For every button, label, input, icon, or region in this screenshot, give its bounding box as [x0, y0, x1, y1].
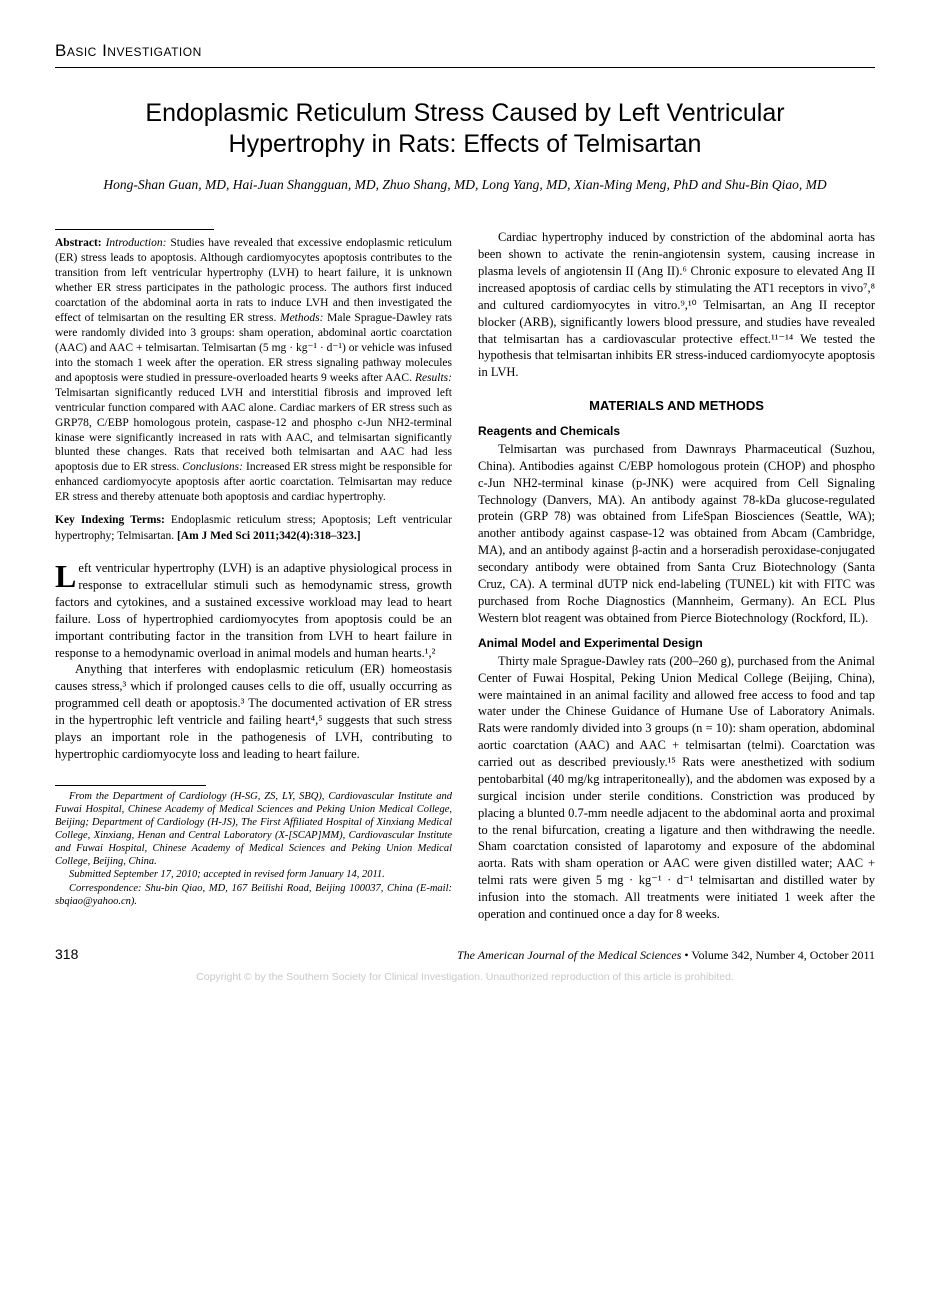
dropcap: L: [55, 560, 78, 589]
conclusions-label: Conclusions:: [182, 461, 243, 473]
submitted-footnote: Submitted September 17, 2010; accepted i…: [55, 868, 452, 881]
animal-model-paragraph: Thirty male Sprague-Dawley rats (200–260…: [478, 653, 875, 923]
intro-p1-text: eft ventricular hypertrophy (LVH) is an …: [55, 561, 452, 659]
page-footer: 318 The American Journal of the Medical …: [55, 945, 875, 964]
right-intro-paragraph: Cardiac hypertrophy induced by constrict…: [478, 229, 875, 381]
methods-label: Methods:: [280, 312, 323, 324]
journal-name: The American Journal of the Medical Scie…: [457, 948, 681, 962]
abstract-intro-text: Studies have revealed that excessive end…: [55, 237, 452, 324]
results-label: Results:: [415, 372, 452, 384]
authors: Hong-Shan Guan, MD, Hai-Juan Shangguan, …: [55, 176, 875, 195]
journal-footer-line: The American Journal of the Medical Scie…: [457, 947, 875, 963]
affiliation-footnote: From the Department of Cardiology (H-SG,…: [55, 790, 452, 869]
left-column: Abstract: Introduction: Studies have rev…: [55, 229, 452, 922]
key-indexing-terms: Key Indexing Terms: Endoplasmic reticulu…: [55, 513, 452, 544]
intro-paragraph-2: Anything that interferes with endoplasmi…: [55, 661, 452, 762]
materials-methods-heading: MATERIALS AND METHODS: [478, 397, 875, 415]
animal-model-heading: Animal Model and Experimental Design: [478, 635, 875, 651]
article-title: Endoplasmic Reticulum Stress Caused by L…: [80, 98, 850, 161]
abstract-rule: [55, 229, 214, 230]
right-column: Cardiac hypertrophy induced by constrict…: [478, 229, 875, 922]
two-column-layout: Abstract: Introduction: Studies have rev…: [55, 229, 875, 922]
intro-paragraph-1: Left ventricular hypertrophy (LVH) is an…: [55, 560, 452, 661]
page-number: 318: [55, 945, 78, 964]
footnote-rule: [55, 785, 206, 786]
key-terms-citation: [Am J Med Sci 2011;342(4):318–323.]: [177, 530, 361, 542]
journal-volume: • Volume 342, Number 4, October 2011: [681, 948, 875, 962]
reagents-paragraph: Telmisartan was purchased from Dawnrays …: [478, 441, 875, 627]
abstract: Abstract: Introduction: Studies have rev…: [55, 236, 452, 505]
copyright-notice: Copyright © by the Southern Society for …: [55, 970, 875, 984]
page: Basic Investigation Endoplasmic Reticulu…: [0, 0, 930, 1290]
intro-label: Introduction:: [106, 237, 167, 249]
abstract-label: Abstract:: [55, 237, 102, 249]
correspondence-footnote: Correspondence: Shu-bin Qiao, MD, 167 Be…: [55, 882, 452, 908]
key-terms-label: Key Indexing Terms:: [55, 514, 165, 526]
reagents-heading: Reagents and Chemicals: [478, 423, 875, 439]
section-header: Basic Investigation: [55, 40, 875, 68]
footnotes: From the Department of Cardiology (H-SG,…: [55, 790, 452, 908]
